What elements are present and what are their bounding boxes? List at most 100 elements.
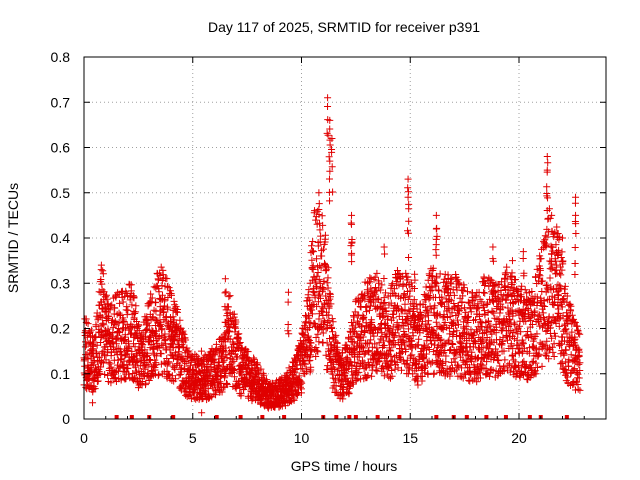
data-point bbox=[145, 376, 153, 384]
data-point bbox=[226, 292, 234, 300]
data-point bbox=[225, 332, 233, 340]
data-point bbox=[329, 370, 337, 378]
data-point bbox=[95, 368, 103, 376]
data-point bbox=[215, 361, 223, 369]
data-point bbox=[157, 263, 165, 271]
data-point bbox=[307, 363, 315, 371]
data-point bbox=[111, 317, 119, 325]
data-point bbox=[158, 325, 166, 333]
data-point bbox=[290, 396, 298, 404]
data-point bbox=[344, 388, 352, 396]
data-point bbox=[124, 306, 132, 314]
data-point bbox=[300, 331, 308, 339]
data-point bbox=[226, 324, 234, 332]
data-point bbox=[127, 287, 135, 295]
data-point bbox=[99, 270, 107, 278]
data-point bbox=[148, 294, 156, 302]
y-axis-label: SRMTID / TECUs bbox=[5, 183, 21, 293]
data-point bbox=[309, 265, 317, 273]
data-point bbox=[210, 390, 218, 398]
data-point bbox=[212, 340, 220, 348]
data-point bbox=[332, 331, 340, 339]
data-point bbox=[84, 355, 92, 363]
data-point bbox=[105, 358, 113, 366]
data-point bbox=[313, 283, 321, 291]
data-point bbox=[105, 312, 113, 320]
data-point bbox=[182, 336, 190, 344]
data-point bbox=[230, 310, 238, 318]
zero-marker bbox=[282, 415, 287, 419]
data-point bbox=[86, 369, 94, 377]
data-point bbox=[165, 358, 173, 366]
x-tick-label: 20 bbox=[511, 430, 527, 446]
data-point bbox=[102, 291, 110, 299]
data-point bbox=[107, 363, 115, 371]
data-point bbox=[230, 341, 238, 349]
data-point bbox=[301, 360, 309, 368]
data-point bbox=[128, 347, 136, 355]
data-point bbox=[308, 256, 316, 264]
data-point bbox=[341, 369, 349, 377]
data-point bbox=[122, 351, 130, 359]
data-point bbox=[128, 301, 136, 309]
data-point bbox=[97, 363, 105, 371]
chart-title: Day 117 of 2025, SRMTID for receiver p39… bbox=[208, 19, 480, 35]
data-point bbox=[155, 371, 163, 379]
x-tick-label: 15 bbox=[402, 430, 418, 446]
data-point bbox=[220, 383, 228, 391]
data-point bbox=[154, 372, 162, 380]
data-point bbox=[304, 291, 312, 299]
data-point bbox=[309, 247, 317, 255]
data-point bbox=[250, 355, 258, 363]
data-point bbox=[326, 290, 334, 298]
data-point bbox=[115, 325, 123, 333]
data-point bbox=[96, 369, 104, 377]
data-point bbox=[228, 317, 236, 325]
data-point bbox=[327, 364, 335, 372]
data-point bbox=[123, 321, 131, 329]
data-point bbox=[143, 325, 151, 333]
data-point bbox=[170, 354, 178, 362]
data-point bbox=[339, 385, 347, 393]
zero-marker bbox=[375, 415, 380, 419]
data-point bbox=[313, 347, 321, 355]
data-point bbox=[235, 339, 243, 347]
data-point bbox=[306, 305, 314, 313]
data-point bbox=[327, 300, 335, 308]
data-point bbox=[167, 291, 175, 299]
data-point bbox=[287, 366, 295, 374]
data-point bbox=[98, 358, 106, 366]
data-point bbox=[160, 302, 168, 310]
y-tick-label: 0.8 bbox=[51, 49, 71, 65]
data-point bbox=[117, 348, 125, 356]
zero-marker bbox=[464, 415, 469, 419]
data-point bbox=[225, 293, 233, 301]
data-point bbox=[306, 323, 314, 331]
data-point bbox=[161, 337, 169, 345]
y-tick-label: 0.5 bbox=[51, 185, 71, 201]
data-point bbox=[291, 369, 299, 377]
data-point bbox=[313, 255, 321, 263]
data-point bbox=[319, 329, 327, 337]
zero-marker bbox=[564, 415, 569, 419]
zero-marker bbox=[527, 415, 532, 419]
data-point bbox=[100, 321, 108, 329]
data-point bbox=[331, 366, 339, 374]
data-point bbox=[164, 305, 172, 313]
data-point bbox=[166, 287, 174, 295]
data-point bbox=[114, 328, 122, 336]
zero-marker bbox=[171, 415, 176, 419]
data-point bbox=[142, 352, 150, 360]
data-point bbox=[314, 242, 322, 250]
data-point bbox=[326, 322, 334, 330]
data-point bbox=[320, 277, 328, 285]
data-point bbox=[323, 339, 331, 347]
data-point bbox=[111, 368, 119, 376]
data-point bbox=[170, 297, 178, 305]
data-point bbox=[297, 389, 305, 397]
data-point bbox=[229, 340, 237, 348]
data-point bbox=[129, 375, 137, 383]
data-point bbox=[296, 383, 304, 391]
data-point bbox=[106, 360, 114, 368]
data-point bbox=[321, 301, 329, 309]
